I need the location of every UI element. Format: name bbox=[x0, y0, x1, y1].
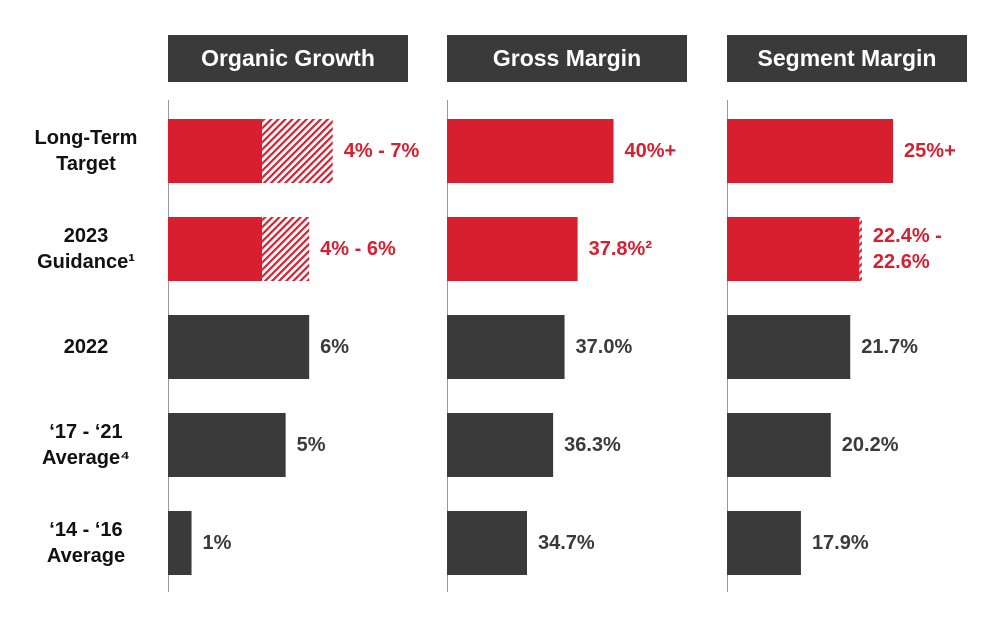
value-label: 37.0% bbox=[575, 336, 633, 358]
value-label: 34.7% bbox=[538, 532, 595, 554]
header-box bbox=[727, 35, 967, 82]
bar bbox=[447, 217, 578, 281]
bar bbox=[168, 315, 310, 379]
bar bbox=[727, 217, 860, 281]
category-label: 2023 Guidance¹ bbox=[37, 225, 135, 273]
bar bbox=[447, 511, 527, 575]
category-label: 2022 bbox=[63, 336, 109, 358]
category-label: Long-Term Target bbox=[34, 127, 138, 175]
panel-title: Organic Growth bbox=[201, 45, 375, 71]
value-label: 25%+ bbox=[904, 140, 956, 162]
header-box bbox=[447, 35, 687, 82]
header-box bbox=[168, 35, 408, 82]
value-label: 17.9% bbox=[811, 532, 869, 554]
value-label: 20.2% bbox=[841, 434, 899, 456]
bar bbox=[168, 217, 263, 281]
value-label: 36.3% bbox=[564, 434, 621, 456]
value-label: 5% bbox=[296, 434, 326, 456]
bar bbox=[168, 119, 263, 183]
bar bbox=[447, 315, 565, 379]
value-label: 22.4% - 22.6% bbox=[872, 225, 942, 273]
value-label: 4% - 7% bbox=[343, 140, 420, 162]
category-label: ‘17 - ‘21 Average⁴ bbox=[41, 421, 131, 469]
value-label: 4% - 6% bbox=[320, 238, 396, 260]
bar bbox=[727, 511, 801, 575]
value-label: 37.8%² bbox=[588, 238, 652, 260]
value-label: 21.7% bbox=[861, 336, 918, 358]
category-label: ‘14 - ‘16 Average bbox=[46, 519, 126, 567]
value-label: 40%+ bbox=[624, 140, 677, 162]
bar bbox=[447, 413, 554, 477]
bar bbox=[168, 511, 192, 575]
value-label: 1% bbox=[202, 532, 232, 554]
range-bar bbox=[859, 217, 862, 281]
bar bbox=[727, 413, 831, 477]
bar bbox=[168, 413, 286, 477]
range-bar bbox=[262, 119, 333, 183]
panel-title: Gross Margin bbox=[493, 45, 641, 71]
value-label: 6% bbox=[320, 336, 350, 358]
range-bar bbox=[262, 217, 310, 281]
bar bbox=[727, 315, 851, 379]
bar bbox=[727, 119, 894, 183]
bar bbox=[447, 119, 614, 183]
panel-title: Segment Margin bbox=[758, 45, 937, 71]
